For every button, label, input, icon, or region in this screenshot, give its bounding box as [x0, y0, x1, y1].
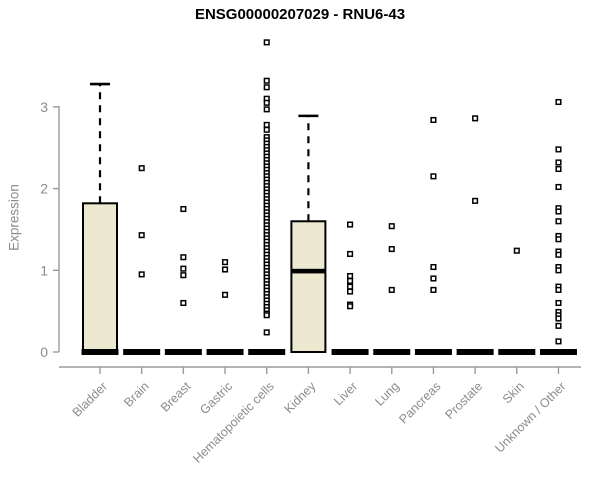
outlier-point	[263, 126, 270, 133]
outlier-point	[138, 165, 145, 172]
outlier-point	[180, 205, 187, 213]
x-tick-label: Hematopoietic cells	[190, 379, 277, 466]
outlier-point	[347, 221, 354, 228]
collapsed-box	[206, 349, 244, 355]
chart-title: ENSG00000207029 - RNU6-43	[194, 6, 406, 23]
outlier-point	[347, 303, 354, 310]
x-tick-label: Unknown / Other	[492, 379, 568, 455]
outlier-point	[388, 223, 395, 230]
outlier-point	[555, 251, 562, 258]
outlier-point	[472, 115, 479, 122]
outlier-point	[555, 159, 562, 166]
outlier-point	[180, 254, 187, 261]
outlier-point	[555, 286, 562, 293]
outlier-point	[555, 218, 562, 225]
x-tick-label: Bladder	[70, 379, 110, 419]
x-tick-label: Skin	[500, 379, 527, 406]
outlier-point	[555, 165, 562, 173]
outlier-point	[263, 106, 270, 113]
collapsed-box	[498, 349, 536, 355]
outlier-point	[430, 263, 437, 271]
outlier-point	[430, 173, 437, 180]
x-tick-label: Liver	[331, 379, 360, 408]
outlier-point	[263, 121, 270, 128]
outlier-point	[555, 236, 562, 243]
outlier-point	[221, 291, 229, 298]
x-tick-label: Breast	[158, 379, 194, 415]
outlier-point	[555, 146, 562, 153]
outlier-point	[138, 271, 145, 278]
outlier-point	[555, 183, 562, 191]
outlier-point	[388, 286, 395, 293]
outlier-point	[430, 116, 437, 124]
outlier-point	[555, 322, 562, 329]
outlier-point	[263, 77, 270, 84]
x-tick-label: Brain	[121, 379, 152, 410]
outlier-point	[263, 312, 270, 319]
median-line	[291, 268, 326, 274]
outlier-point	[263, 39, 270, 46]
box	[82, 202, 118, 353]
collapsed-box	[164, 349, 202, 355]
outlier-point	[472, 197, 479, 204]
x-tick-label: Gastric	[197, 379, 235, 417]
y-tick-label: 2	[40, 181, 48, 197]
outlier-point	[138, 232, 145, 239]
outlier-point	[221, 266, 229, 273]
outlier-point	[555, 98, 562, 106]
outlier-point	[513, 247, 520, 254]
outlier-point	[263, 84, 270, 91]
box	[290, 220, 327, 353]
outlier-point	[347, 277, 354, 284]
outlier-point	[180, 299, 187, 307]
collapsed-box	[414, 349, 452, 355]
median-line	[81, 349, 119, 355]
x-tick-label: Kidney	[282, 379, 319, 416]
outlier-point	[555, 315, 562, 322]
x-tick-label: Lung	[372, 379, 402, 409]
outlier-point	[555, 299, 562, 307]
outlier-point	[555, 267, 562, 274]
outlier-point	[180, 272, 187, 279]
collapsed-box	[539, 349, 577, 355]
outlier-point	[263, 329, 270, 336]
x-tick-label: Prostate	[442, 379, 485, 422]
outlier-point	[347, 288, 354, 295]
outlier-point	[347, 250, 354, 258]
x-tick-label: Pancreas	[396, 379, 443, 426]
outlier-point	[347, 283, 354, 290]
outlier-point	[347, 272, 354, 280]
y-tick-label: 3	[40, 99, 48, 115]
collapsed-box	[248, 349, 286, 355]
outlier-point	[388, 246, 395, 253]
outlier-point	[430, 275, 437, 282]
collapsed-box	[456, 349, 494, 355]
outlier-point	[555, 338, 562, 345]
outlier-point	[263, 99, 270, 106]
collapsed-box	[331, 349, 369, 355]
y-tick-label: 1	[40, 262, 48, 278]
outlier-point	[555, 208, 562, 215]
outlier-point	[430, 286, 437, 293]
outlier-point	[180, 265, 187, 272]
y-tick-label: 0	[40, 344, 48, 360]
outlier-point	[221, 259, 229, 266]
collapsed-box	[123, 349, 161, 355]
collapsed-box	[373, 349, 411, 355]
